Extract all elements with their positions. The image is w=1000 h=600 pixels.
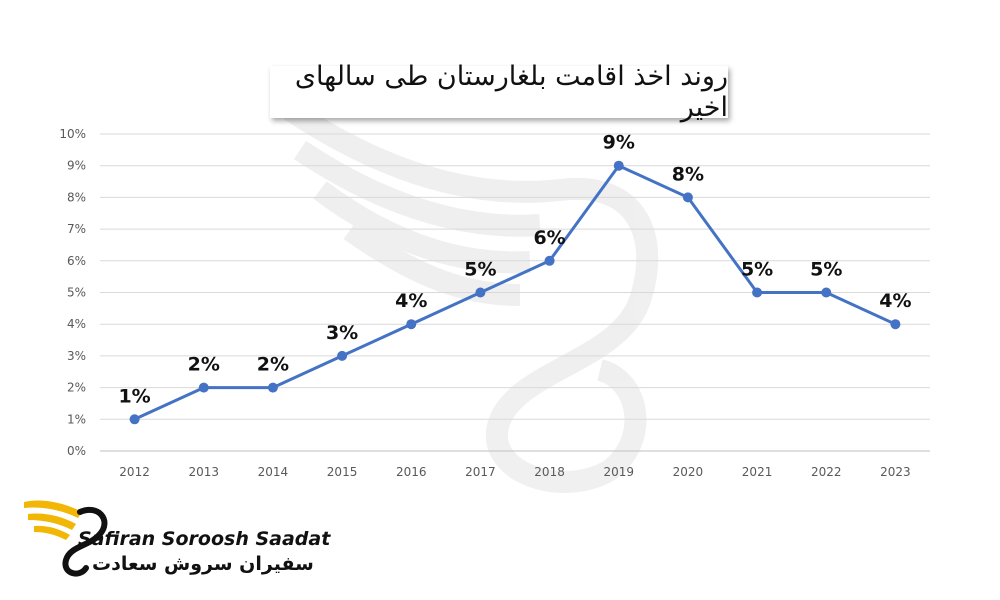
data-label: 2%: [257, 354, 289, 376]
y-tick-label: 2%: [67, 381, 86, 395]
x-tick-label: 2019: [603, 465, 634, 479]
data-label: 4%: [879, 290, 911, 312]
y-tick-label: 1%: [67, 412, 86, 426]
data-label: 2%: [188, 354, 220, 376]
data-point: [198, 382, 209, 393]
data-label: 5%: [464, 259, 496, 281]
chart-title: روند اخذ اقامت بلغارستان طی سالهای اخیر: [270, 61, 728, 123]
data-label: 9%: [603, 132, 635, 154]
y-tick-label: 0%: [67, 444, 86, 458]
x-tick-label: 2017: [465, 465, 496, 479]
brand-name-english: Safiran Soroosh Saadat: [78, 528, 331, 550]
y-tick-label: 8%: [67, 190, 86, 204]
x-tick-label: 2020: [673, 465, 704, 479]
y-tick-label: 7%: [67, 222, 86, 236]
x-tick-label: 2018: [534, 465, 565, 479]
data-point: [406, 319, 417, 330]
data-point: [682, 192, 693, 203]
y-tick-label: 5%: [67, 286, 86, 300]
swan-logo-icon: [24, 500, 108, 577]
x-tick-label: 2013: [188, 465, 219, 479]
data-point: [821, 287, 832, 298]
data-point: [613, 160, 624, 171]
y-tick-label: 4%: [67, 317, 86, 331]
data-point: [475, 287, 486, 298]
y-tick-label: 3%: [67, 349, 86, 363]
x-tick-label: 2015: [327, 465, 358, 479]
y-tick-label: 9%: [67, 159, 86, 173]
data-label: 6%: [533, 227, 565, 249]
brand-name-persian: سفیران سروش سعادت: [92, 553, 314, 575]
data-label: 8%: [672, 163, 704, 185]
data-label: 3%: [326, 322, 358, 344]
x-tick-label: 2021: [742, 465, 773, 479]
x-tick-label: 2014: [258, 465, 289, 479]
series-line: [133, 164, 897, 421]
data-point: [890, 319, 901, 330]
x-tick-label: 2012: [119, 465, 150, 479]
watermark-swan-icon: [283, 100, 659, 493]
data-label: 5%: [741, 259, 773, 281]
y-tick-label: 10%: [59, 127, 86, 141]
data-label: 1%: [118, 385, 150, 407]
data-point: [337, 350, 348, 361]
x-tick-label: 2016: [396, 465, 427, 479]
data-point: [544, 255, 555, 266]
x-tick-label: 2023: [880, 465, 911, 479]
y-tick-label: 6%: [67, 254, 86, 268]
data-label: 5%: [810, 259, 842, 281]
data-point: [752, 287, 763, 298]
x-tick-label: 2022: [811, 465, 842, 479]
data-point: [129, 414, 140, 425]
data-label: 4%: [395, 290, 427, 312]
data-point: [267, 382, 278, 393]
